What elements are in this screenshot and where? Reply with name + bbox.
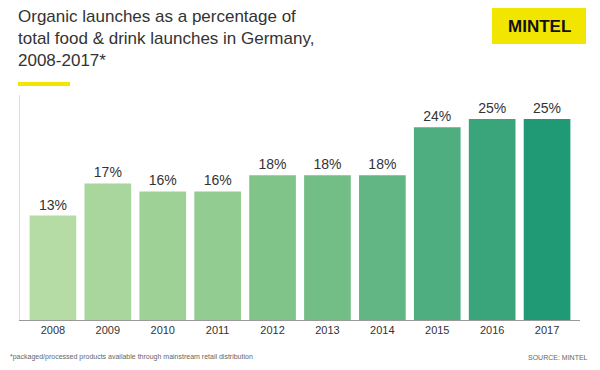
svg-text:25%: 25% [478, 100, 506, 116]
svg-text:2009: 2009 [96, 324, 120, 336]
svg-text:25%: 25% [533, 100, 561, 116]
svg-text:13%: 13% [39, 197, 67, 213]
svg-text:18%: 18% [259, 156, 287, 172]
svg-text:18%: 18% [368, 156, 396, 172]
svg-text:2013: 2013 [315, 324, 339, 336]
svg-text:2016: 2016 [480, 324, 504, 336]
svg-text:MINTEL: MINTEL [508, 17, 571, 36]
svg-text:2014: 2014 [370, 324, 394, 336]
svg-text:2012: 2012 [260, 324, 284, 336]
svg-text:16%: 16% [149, 172, 177, 188]
svg-text:18%: 18% [313, 156, 341, 172]
svg-text:2010: 2010 [151, 324, 175, 336]
svg-text:24%: 24% [423, 108, 451, 124]
svg-text:*packaged/processed products a: *packaged/processed products available t… [10, 353, 253, 361]
svg-text:Organic launches as a percenta: Organic launches as a percentage oftotal… [18, 7, 314, 70]
svg-text:16%: 16% [204, 172, 232, 188]
svg-text:SOURCE: MINTEL: SOURCE: MINTEL [528, 354, 588, 361]
svg-text:2008: 2008 [41, 324, 65, 336]
svg-text:17%: 17% [94, 164, 122, 180]
svg-text:2011: 2011 [206, 324, 230, 336]
svg-text:2017: 2017 [535, 324, 559, 336]
svg-text:2015: 2015 [425, 324, 449, 336]
